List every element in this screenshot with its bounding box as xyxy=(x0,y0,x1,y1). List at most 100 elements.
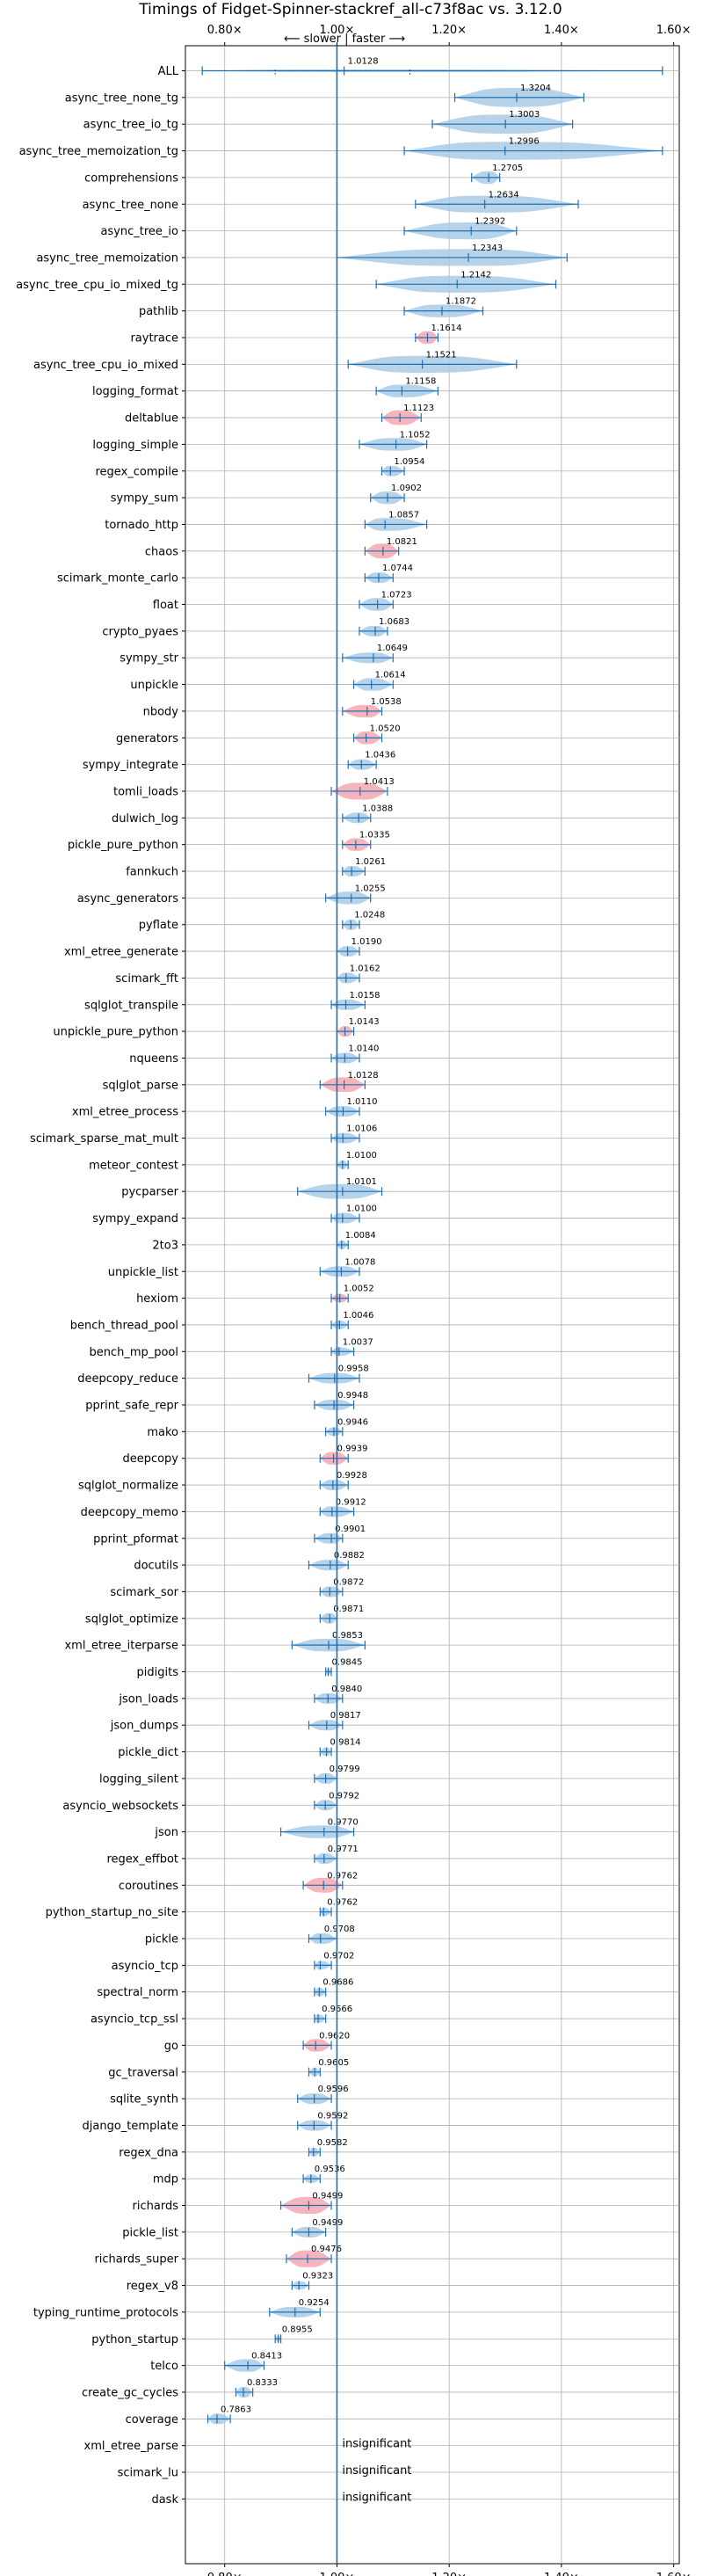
value-label: 0.9254 xyxy=(299,2298,330,2308)
value-label: 1.0255 xyxy=(355,884,386,893)
benchmark-label: pprint_safe_repr xyxy=(85,1400,178,1413)
benchmark-label: sympy_str xyxy=(120,652,178,666)
direction-label: ⟵ slower | faster ⟶ xyxy=(284,33,405,46)
benchmark-label: xml_etree_iterparse xyxy=(64,1640,178,1653)
value-label: 0.9882 xyxy=(334,1551,365,1561)
value-label: 1.0106 xyxy=(346,1124,377,1134)
benchmark-label: crypto_pyaes xyxy=(102,625,178,638)
value-label: 1.1123 xyxy=(403,404,434,413)
value-label: 1.0649 xyxy=(377,644,408,653)
benchmark-label: regex_effbot xyxy=(106,1852,178,1866)
value-label: 1.0902 xyxy=(391,484,422,493)
benchmark-label: coroutines xyxy=(119,1880,178,1893)
value-label: 0.9928 xyxy=(337,1471,367,1481)
gridlines xyxy=(185,46,679,2564)
x-tick-label-top: 0.80× xyxy=(207,24,243,37)
benchmark-label: pidigits xyxy=(137,1666,179,1679)
value-label: 0.9762 xyxy=(327,1898,358,1908)
value-label: 0.9845 xyxy=(332,1658,363,1668)
benchmark-label: sqlglot_parse xyxy=(103,1079,178,1092)
value-label: 0.9871 xyxy=(333,1605,364,1614)
benchmark-label: fannkuch xyxy=(126,866,178,879)
benchmark-label: bench_thread_pool xyxy=(70,1319,178,1332)
value-label: 1.0413 xyxy=(364,777,395,787)
benchmark-label: unpickle xyxy=(130,679,178,692)
benchmark-label: xml_etree_parse xyxy=(84,2440,178,2453)
value-label: 0.9817 xyxy=(330,1711,361,1721)
value-label: 1.0143 xyxy=(349,1017,380,1027)
benchmark-label: docutils xyxy=(134,1560,178,1573)
value-label: 0.9912 xyxy=(336,1497,366,1507)
value-label: 1.3003 xyxy=(509,110,540,120)
value-label: 0.9476 xyxy=(311,2245,342,2254)
value-label: 1.2142 xyxy=(460,270,491,280)
benchmark-label: scimark_lu xyxy=(118,2467,178,2480)
value-label: 0.9702 xyxy=(323,1951,354,1961)
benchmark-label: nbody xyxy=(143,705,179,718)
benchmark-label: pickle_list xyxy=(122,2226,178,2239)
x-tick-label-bottom: 0.80× xyxy=(207,2572,243,2576)
benchmark-label: 2to3 xyxy=(152,1239,178,1252)
benchmark-label: django_template xyxy=(83,2120,178,2133)
x-tick-label-bottom: 1.20× xyxy=(431,2572,467,2576)
benchmark-label: sqlglot_transpile xyxy=(84,999,178,1012)
value-label: 0.9939 xyxy=(337,1444,368,1454)
benchmark-label: pickle_pure_python xyxy=(68,839,178,852)
value-label: 1.0128 xyxy=(348,57,379,67)
benchmark-label: async_tree_none xyxy=(83,199,178,212)
value-label: 1.0101 xyxy=(346,1177,377,1187)
value-label: 0.9814 xyxy=(330,1738,361,1748)
value-label: 1.0954 xyxy=(394,457,424,467)
value-label: 0.9770 xyxy=(328,1818,359,1828)
benchmark-label: pickle xyxy=(145,1933,178,1947)
value-label: 1.0162 xyxy=(350,964,380,973)
value-label: 1.1158 xyxy=(405,377,436,387)
benchmark-label: logging_simple xyxy=(92,439,178,452)
benchmark-label: pathlib xyxy=(139,305,178,318)
benchmark-label: comprehensions xyxy=(84,171,178,185)
value-label: 1.0261 xyxy=(355,857,386,867)
benchmark-label: asyncio_tcp xyxy=(112,1960,178,1973)
value-label: 0.9620 xyxy=(319,2031,350,2041)
value-label: 0.9901 xyxy=(335,1524,366,1534)
benchmark-label: tornado_http xyxy=(105,519,178,532)
benchmark-label: deltablue xyxy=(125,412,178,426)
insignificant-label: insignificant xyxy=(342,2438,411,2451)
x-tick-label-bottom: 1.60× xyxy=(656,2572,692,2576)
value-label: 0.9762 xyxy=(327,1871,358,1881)
benchmark-label: async_tree_cpu_io_mixed_tg xyxy=(16,279,178,292)
benchmark-label: ALL xyxy=(158,65,179,78)
benchmark-label: chaos xyxy=(145,545,178,558)
benchmark-label: deepcopy_memo xyxy=(81,1506,178,1519)
benchmark-label: telco xyxy=(150,2360,178,2373)
benchmark-label: generators xyxy=(116,732,178,746)
benchmark-label: pycparser xyxy=(121,1186,178,1199)
benchmark-label: python_startup xyxy=(91,2333,178,2347)
value-label: 0.9499 xyxy=(312,2218,343,2228)
value-label: 0.9323 xyxy=(302,2272,333,2281)
benchmark-label: sqlite_synth xyxy=(110,2093,178,2107)
benchmark-label: float xyxy=(153,599,178,612)
value-label: 1.0683 xyxy=(379,617,409,627)
value-label: 0.9840 xyxy=(331,1685,362,1694)
benchmark-label: async_generators xyxy=(77,892,179,906)
value-label: 0.9499 xyxy=(312,2192,343,2201)
value-label: 0.9771 xyxy=(328,1845,359,1854)
x-tick-label-bottom: 1.00× xyxy=(320,2572,355,2576)
value-label: 1.0857 xyxy=(388,510,419,520)
benchmark-label: json_dumps xyxy=(110,1720,178,1733)
value-label: 1.0037 xyxy=(343,1337,373,1347)
value-label: 1.0520 xyxy=(370,724,401,733)
value-label: 1.2705 xyxy=(492,164,523,173)
value-label: 1.2996 xyxy=(509,137,540,147)
value-label: 1.0046 xyxy=(343,1311,373,1321)
benchmark-label: unpickle_pure_python xyxy=(53,1026,178,1039)
x-tick-label-top: 1.00× xyxy=(320,24,355,37)
value-label: 1.1872 xyxy=(446,297,476,307)
benchmark-label: scimark_monte_carlo xyxy=(57,572,178,586)
value-label: 1.1052 xyxy=(400,430,431,440)
benchmark-label: python_startup_no_site xyxy=(46,1906,178,1919)
benchmark-label: json xyxy=(154,1826,178,1839)
value-label: 1.0335 xyxy=(359,831,390,840)
